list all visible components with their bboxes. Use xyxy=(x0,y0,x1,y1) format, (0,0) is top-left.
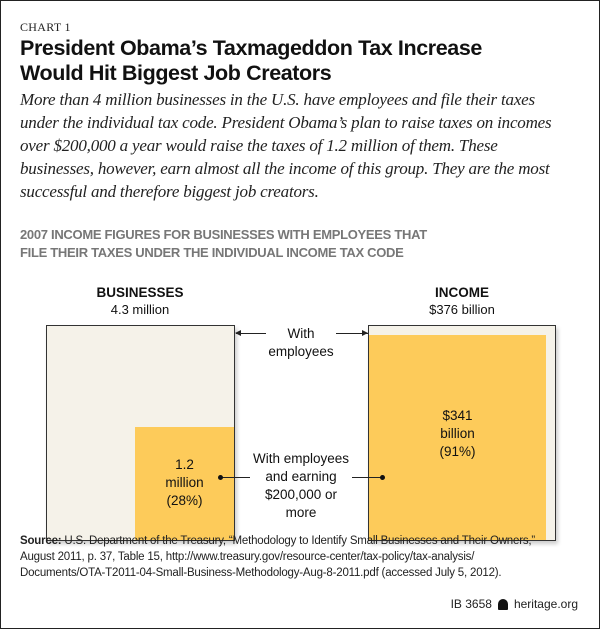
businesses-header: BUSINESSES 4.3 million xyxy=(46,284,234,318)
dek-line: More than 4 million businesses in the U.… xyxy=(20,90,535,109)
title-line: President Obama’s Taxmageddon Tax Increa… xyxy=(20,36,482,60)
businesses-total-box xyxy=(46,325,235,541)
panel-name: BUSINESSES xyxy=(96,285,184,300)
panel-name: INCOME xyxy=(435,285,489,300)
value-text: (28%) xyxy=(166,493,203,509)
source-note: Source: U.S. Department of the Treasury,… xyxy=(20,533,535,581)
legend-text: more xyxy=(285,505,317,520)
subtitle-line: FILE THEIR TAXES UNDER THE INDIVIDUAL IN… xyxy=(20,245,404,260)
subtitle-line: 2007 INCOME FIGURES FOR BUSINESSES WITH … xyxy=(20,227,427,242)
chart-description: More than 4 million businesses in the U.… xyxy=(20,88,552,203)
footer-id: IB 3658 xyxy=(450,597,492,611)
value-text: (91%) xyxy=(439,444,476,460)
value-text: $341 xyxy=(442,408,473,424)
source-label: Source: xyxy=(20,535,62,547)
connector-dot xyxy=(380,475,385,480)
value-text: million xyxy=(165,475,204,491)
businesses-subset-label: 1.2 million (28%) xyxy=(135,456,234,510)
arrow-left-icon xyxy=(235,330,241,336)
legend-subset: With employees and earning $200,000 or m… xyxy=(250,450,352,522)
panel-total: $376 billion xyxy=(429,302,495,317)
legend-text: With xyxy=(287,326,315,341)
title-line: Would Hit Biggest Job Creators xyxy=(20,61,332,85)
dek-line: businesses, however, earn almost all the… xyxy=(20,159,550,178)
legend-total: With employees xyxy=(266,325,336,361)
legend-text: $200,000 or xyxy=(264,487,338,502)
legend-text: and earning xyxy=(265,469,337,484)
dek-line: under the individual tax code. President… xyxy=(20,113,552,132)
footer: IB 3658 heritage.org xyxy=(451,597,578,611)
panel-total: 4.3 million xyxy=(110,302,170,317)
source-line: August 2011, p. 37, Table 15, http://www… xyxy=(20,551,475,563)
dek-line: over $200,000 a year would raise the tax… xyxy=(20,136,498,155)
income-subset-label: $341 billion (91%) xyxy=(369,407,546,461)
chart-subtitle: 2007 INCOME FIGURES FOR BUSINESSES WITH … xyxy=(20,226,427,262)
income-header: INCOME $376 billion xyxy=(368,284,556,318)
income-total-box xyxy=(368,325,556,541)
source-line: U.S. Department of the Treasury, “Method… xyxy=(61,535,535,547)
value-text: billion xyxy=(440,426,475,442)
liberty-bell-icon xyxy=(497,598,508,610)
chart-title: President Obama’s Taxmageddon Tax Increa… xyxy=(20,36,482,86)
value-text: 1.2 xyxy=(175,457,194,473)
legend-text: employees xyxy=(268,344,334,359)
dek-line: successful and therefore biggest job cre… xyxy=(20,182,319,201)
source-line: Documents/OTA-T2011-04-Small-Business-Me… xyxy=(20,567,502,579)
arrow-right-icon xyxy=(362,330,368,336)
connector-dot xyxy=(218,475,223,480)
income-subset-box xyxy=(369,335,547,540)
chart-kicker: CHART 1 xyxy=(20,20,71,34)
businesses-subset-box xyxy=(135,426,234,540)
legend-text: With employees xyxy=(252,451,350,466)
footer-site: heritage.org xyxy=(513,597,578,611)
